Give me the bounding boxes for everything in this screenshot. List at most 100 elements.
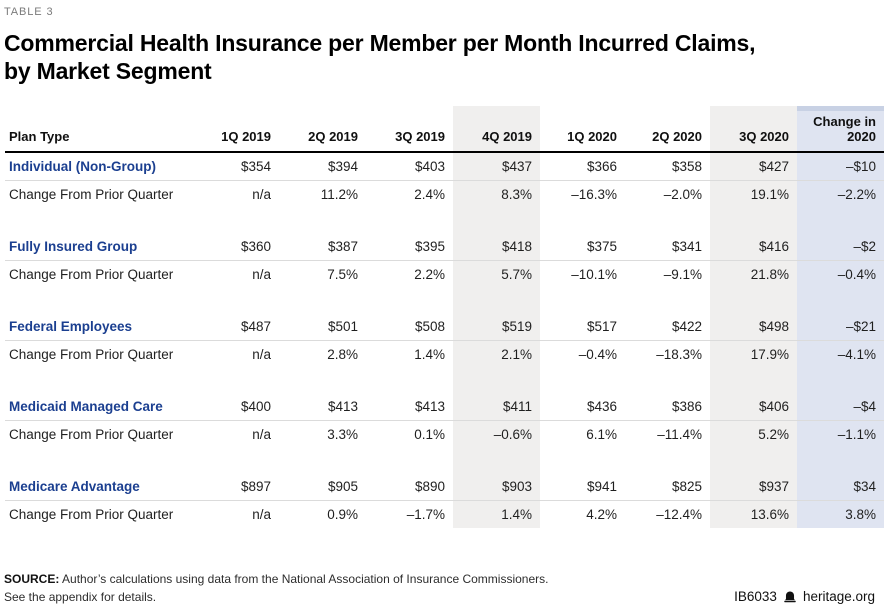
value-cell: 7.5%: [327, 267, 358, 282]
table-row-federal-employees: Federal Employees $487 $501 $508 $519 $5…: [5, 313, 884, 341]
table-row-individual: Individual (Non-Group) $354 $394 $403 $4…: [5, 152, 884, 181]
value-cell: 3.3%: [327, 427, 358, 442]
plan-type-cell: Individual (Non-Group): [5, 152, 192, 181]
value-cell: 13.6%: [750, 507, 789, 522]
value-cell: 1.4%: [414, 347, 445, 362]
value-cell: $903: [453, 473, 540, 501]
table-figure: TABLE 3 Commercial Health Insurance per …: [4, 6, 884, 604]
change-label-cell: Change From Prior Quarter: [9, 427, 174, 442]
column-header-1q2020: 1Q 2020: [540, 106, 625, 153]
value-cell: $517: [540, 313, 625, 341]
value-cell: 0.9%: [327, 507, 358, 522]
change-2020-cell: –$2: [797, 233, 884, 261]
value-cell: –9.1%: [663, 267, 702, 282]
value-cell: 5.2%: [758, 427, 789, 442]
appendix-note: See the appendix for details.: [4, 590, 157, 604]
change-2020-cell: 3.8%: [845, 507, 876, 522]
column-header-3q2019: 3Q 2019: [366, 106, 453, 153]
value-cell: $905: [279, 473, 366, 501]
value-cell: 5.7%: [501, 267, 532, 282]
value-cell: –18.3%: [656, 347, 702, 362]
change-2020-cell: –0.4%: [837, 267, 876, 282]
value-cell: $395: [366, 233, 453, 261]
value-cell: $341: [625, 233, 710, 261]
change-label-cell: Change From Prior Quarter: [9, 267, 174, 282]
change-2020-cell: –$10: [797, 152, 884, 181]
value-cell: 6.1%: [586, 427, 617, 442]
value-cell: $498: [710, 313, 797, 341]
value-cell: $354: [192, 152, 279, 181]
table-row-change: Change From Prior Quarter n/a 0.9% –1.7%…: [5, 501, 884, 529]
table-header-row: Plan Type 1Q 2019 2Q 2019 3Q 2019 4Q 201…: [5, 106, 884, 153]
value-cell: –1.7%: [406, 507, 445, 522]
spacer-row: [5, 288, 884, 313]
value-cell: $897: [192, 473, 279, 501]
value-cell: $375: [540, 233, 625, 261]
value-cell: $418: [453, 233, 540, 261]
value-cell: $386: [625, 393, 710, 421]
value-cell: $508: [366, 313, 453, 341]
value-cell: $501: [279, 313, 366, 341]
title-line-2: by Market Segment: [4, 58, 212, 84]
value-cell: n/a: [252, 267, 271, 282]
change-2020-cell: –$21: [797, 313, 884, 341]
value-cell: $358: [625, 152, 710, 181]
value-cell: –10.1%: [571, 267, 617, 282]
site-name: heritage.org: [802, 589, 875, 604]
value-cell: –0.6%: [493, 427, 532, 442]
source-note: SOURCE: Author’s calculations using data…: [4, 570, 884, 588]
plan-type-cell: Medicare Advantage: [5, 473, 192, 501]
value-cell: n/a: [252, 507, 271, 522]
value-cell: 0.1%: [414, 427, 445, 442]
value-cell: $422: [625, 313, 710, 341]
value-cell: –0.4%: [578, 347, 617, 362]
heritage-bell-icon: [783, 590, 797, 604]
change-2020-cell: –2.2%: [837, 187, 876, 202]
value-cell: $427: [710, 152, 797, 181]
column-header-change-2020: Change in 2020: [797, 106, 884, 153]
change-2020-cell: –$4: [797, 393, 884, 421]
value-cell: –12.4%: [656, 507, 702, 522]
value-cell: 4.2%: [586, 507, 617, 522]
value-cell: $437: [453, 152, 540, 181]
value-cell: $406: [710, 393, 797, 421]
column-header-3q2020: 3Q 2020: [710, 106, 797, 153]
change-label-cell: Change From Prior Quarter: [9, 187, 174, 202]
value-cell: $519: [453, 313, 540, 341]
column-header-plan-type: Plan Type: [5, 106, 192, 153]
table-row-fully-insured: Fully Insured Group $360 $387 $395 $418 …: [5, 233, 884, 261]
value-cell: $360: [192, 233, 279, 261]
value-cell: 2.1%: [501, 347, 532, 362]
change-2020-cell: –1.1%: [837, 427, 876, 442]
value-cell: 1.4%: [501, 507, 532, 522]
plan-type-cell: Medicaid Managed Care: [5, 393, 192, 421]
value-cell: n/a: [252, 427, 271, 442]
value-cell: $825: [625, 473, 710, 501]
value-cell: $403: [366, 152, 453, 181]
value-cell: $366: [540, 152, 625, 181]
spacer-row: [5, 368, 884, 393]
value-cell: –11.4%: [657, 427, 702, 442]
change-2020-cell: $34: [797, 473, 884, 501]
brand-mark: IB6033 heritage.org: [734, 588, 875, 606]
value-cell: 11.2%: [320, 187, 358, 202]
document-id: IB6033: [734, 589, 777, 604]
value-cell: n/a: [252, 347, 271, 362]
table-row-change: Change From Prior Quarter n/a 11.2% 2.4%…: [5, 181, 884, 209]
value-cell: $413: [366, 393, 453, 421]
value-cell: 19.1%: [750, 187, 789, 202]
spacer-row: [5, 208, 884, 233]
value-cell: 8.3%: [501, 187, 532, 202]
column-header-4q2019: 4Q 2019: [453, 106, 540, 153]
table-number-label: TABLE 3: [4, 6, 54, 18]
claims-table: Plan Type 1Q 2019 2Q 2019 3Q 2019 4Q 201…: [5, 106, 884, 528]
table-row-medicaid: Medicaid Managed Care $400 $413 $413 $41…: [5, 393, 884, 421]
value-cell: $413: [279, 393, 366, 421]
column-header-2q2020: 2Q 2020: [625, 106, 710, 153]
figure-footer: SOURCE: Author’s calculations using data…: [4, 570, 884, 606]
value-cell: 17.9%: [750, 347, 789, 362]
change-label-cell: Change From Prior Quarter: [9, 507, 174, 522]
change-label-cell: Change From Prior Quarter: [9, 347, 174, 362]
value-cell: $890: [366, 473, 453, 501]
plan-type-cell: Fully Insured Group: [5, 233, 192, 261]
